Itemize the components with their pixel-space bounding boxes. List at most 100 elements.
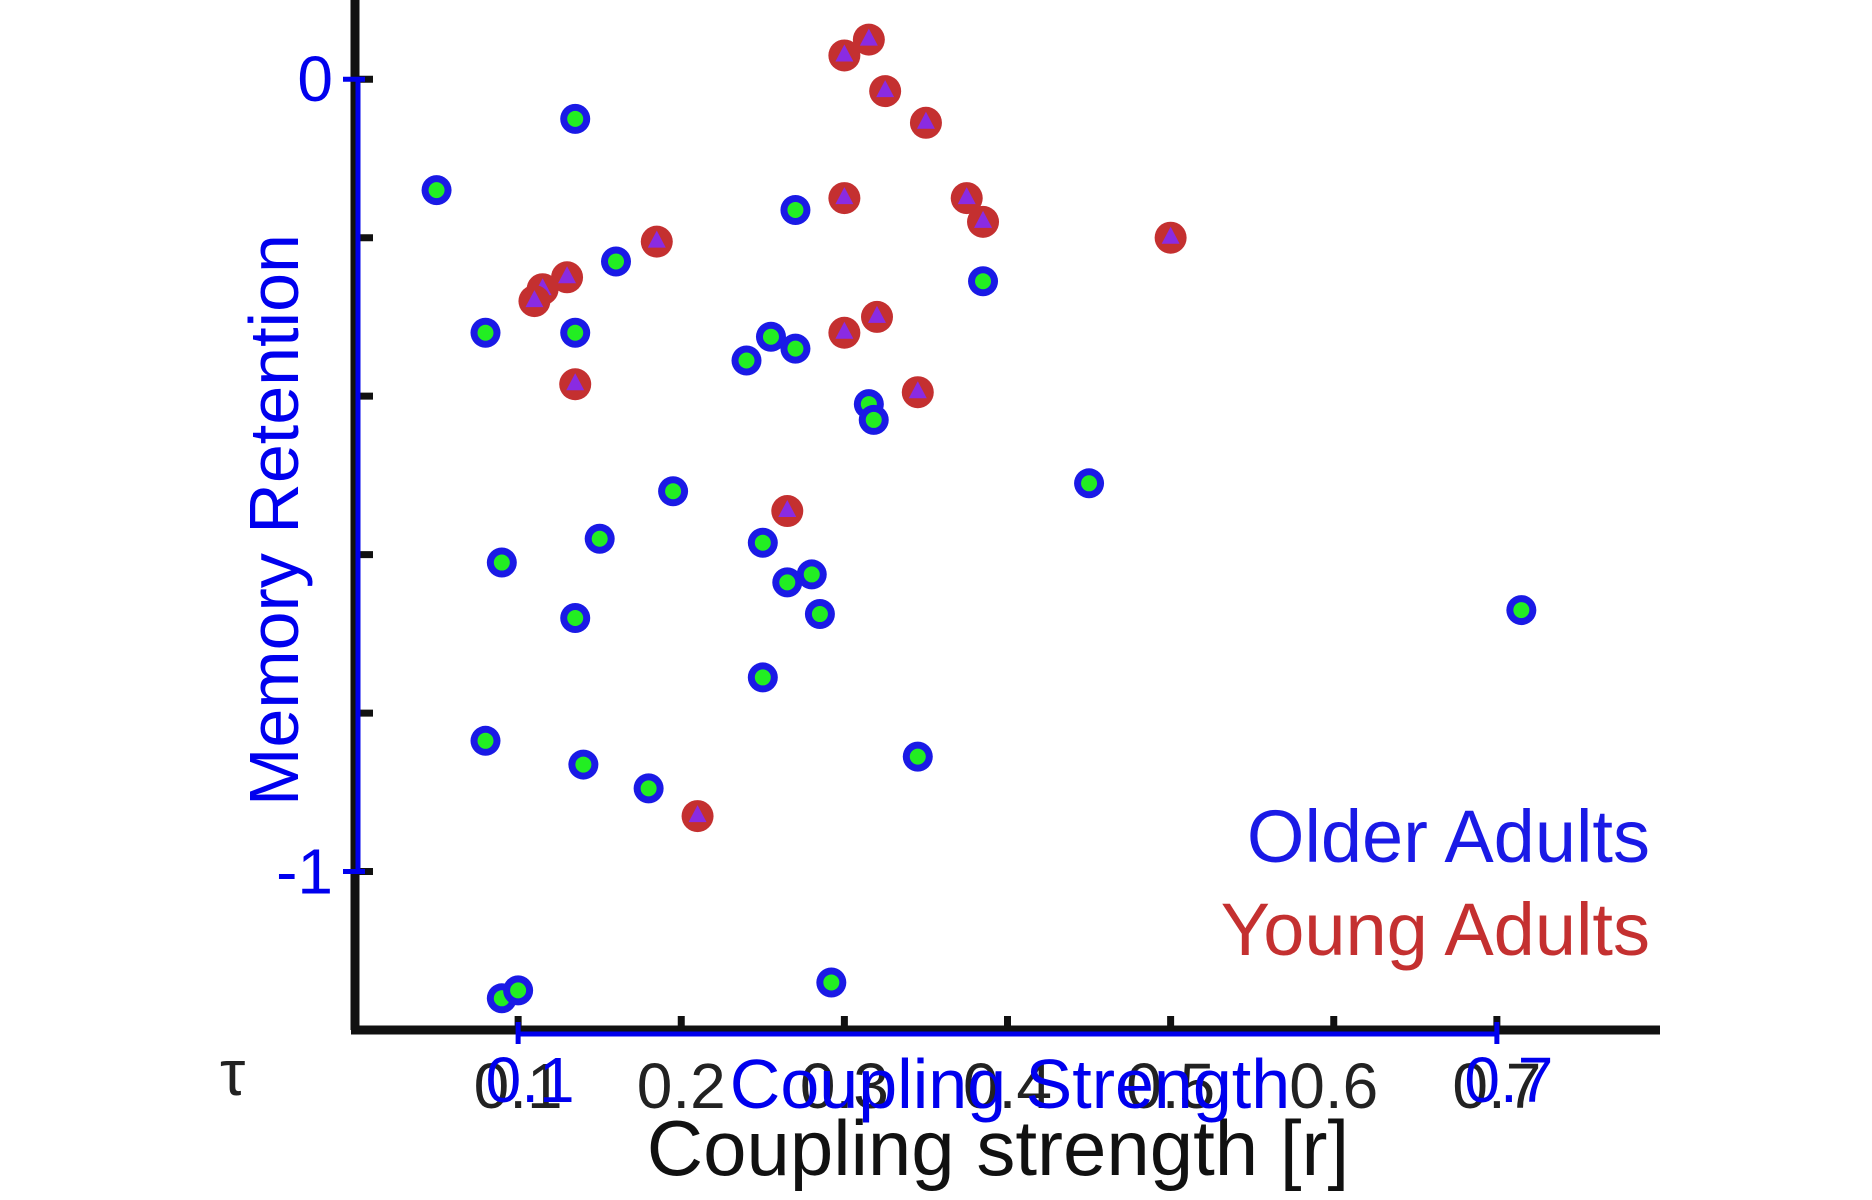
older-adult-point bbox=[601, 246, 631, 277]
older-point-dot bbox=[975, 273, 992, 290]
older-adult-point bbox=[755, 321, 786, 352]
x-tick-label: 0.5 bbox=[1126, 1050, 1215, 1122]
older-adult-point bbox=[470, 725, 501, 756]
young-point-triangle bbox=[957, 187, 976, 205]
young-adult-point bbox=[518, 285, 551, 318]
young-adult-point bbox=[640, 225, 673, 258]
x-tick-label: 0.4 bbox=[963, 1050, 1052, 1122]
older-adult-point bbox=[968, 266, 999, 297]
older-point-dot bbox=[754, 669, 771, 686]
older-adult-point bbox=[731, 345, 762, 376]
older-point-dot bbox=[738, 352, 755, 369]
young-point-triangle bbox=[876, 80, 895, 98]
x-tick-label: 0.6 bbox=[1289, 1050, 1378, 1122]
overlay-x-tick-label: 0.7 bbox=[1464, 1044, 1553, 1116]
young-point-triangle bbox=[835, 321, 854, 339]
legend-young-adults: Young Adults bbox=[1221, 888, 1650, 971]
young-point-triangle bbox=[558, 266, 577, 284]
young-adult-point bbox=[551, 261, 584, 294]
older-point-dot bbox=[823, 974, 840, 991]
older-point-dot bbox=[865, 411, 882, 428]
older-adult-point bbox=[486, 547, 517, 578]
older-point-dot bbox=[567, 110, 584, 127]
young-adult-point bbox=[901, 376, 934, 409]
young-point-triangle bbox=[916, 111, 935, 129]
young-adult-point bbox=[559, 368, 592, 401]
older-point-dot bbox=[779, 574, 796, 591]
older-adult-point bbox=[1506, 595, 1537, 626]
young-point-triangle bbox=[835, 187, 854, 205]
young-adult-point bbox=[909, 106, 942, 139]
older-point-dot bbox=[575, 756, 592, 773]
older-point-dot bbox=[1081, 475, 1098, 492]
older-adult-point bbox=[816, 967, 847, 998]
older-adult-point bbox=[560, 603, 591, 633]
young-point-triangle bbox=[908, 381, 927, 399]
older-adult-point bbox=[780, 333, 811, 364]
older-point-dot bbox=[803, 566, 820, 583]
axis-overlay: 0.1 0.7 0 -1 bbox=[276, 43, 1553, 1116]
young-adult-point bbox=[852, 23, 885, 56]
older-adult-point bbox=[470, 317, 501, 348]
older-point-dot bbox=[665, 483, 682, 500]
legend-older-adults: Older Adults bbox=[1247, 795, 1650, 878]
older-point-dot bbox=[787, 340, 804, 357]
older-point-dot bbox=[477, 324, 494, 341]
young-point-triangle bbox=[1161, 226, 1180, 244]
older-point-dot bbox=[909, 748, 926, 765]
older-point-dot bbox=[608, 253, 624, 270]
x-axis-title: Coupling strength [r] bbox=[647, 1104, 1349, 1192]
young-point-triangle bbox=[525, 290, 544, 308]
young-adult-point bbox=[771, 495, 804, 528]
older-adult-point bbox=[747, 527, 778, 558]
x-tick-label: 0.1 bbox=[474, 1050, 563, 1122]
young-point-triangle bbox=[647, 230, 666, 248]
older-point-dot bbox=[591, 530, 608, 547]
older-point-dot bbox=[493, 554, 510, 571]
axes: 0.1 0.2 0.3 0.4 0.5 0.6 0.7 bbox=[350, 0, 1660, 1122]
older-adult-point bbox=[772, 567, 803, 598]
x-tick-label: 0.3 bbox=[800, 1050, 889, 1122]
older-point-dot bbox=[640, 780, 657, 797]
young-adult-point bbox=[967, 205, 1000, 238]
older-adult-point bbox=[780, 194, 811, 225]
overlay-y-tick-label: 0 bbox=[297, 43, 333, 115]
overlay-y-axis-title: Memory Retention bbox=[235, 234, 313, 806]
older-point-dot bbox=[567, 324, 584, 341]
young-adult-point bbox=[828, 39, 861, 72]
older-adult-point bbox=[747, 662, 778, 693]
data-points bbox=[421, 23, 1537, 1014]
young-adult-point bbox=[828, 182, 861, 215]
young-point-triangle bbox=[688, 805, 707, 823]
older-adult-point bbox=[858, 404, 889, 435]
overlay-x-axis-title: Coupling Strength bbox=[730, 1045, 1290, 1123]
young-point-triangle bbox=[835, 44, 854, 62]
young-adult-point bbox=[1154, 221, 1187, 254]
older-adult-point bbox=[560, 317, 591, 348]
overlay-y-tick-label: -1 bbox=[276, 836, 333, 908]
older-point-dot bbox=[762, 328, 779, 345]
young-adult-point bbox=[828, 316, 861, 349]
older-point-dot bbox=[567, 610, 584, 626]
older-adult-point bbox=[1074, 468, 1105, 499]
young-adult-point bbox=[869, 75, 902, 108]
older-adult-point bbox=[584, 523, 615, 554]
older-adult-point bbox=[560, 103, 591, 134]
young-point-triangle bbox=[778, 500, 797, 518]
x-tick-label: 0.2 bbox=[637, 1050, 726, 1122]
young-point-triangle bbox=[566, 373, 585, 391]
older-adult-point bbox=[421, 175, 452, 206]
young-point-triangle bbox=[974, 210, 993, 228]
older-adult-point bbox=[503, 975, 534, 1006]
young-adult-point bbox=[950, 182, 983, 215]
young-adult-point bbox=[681, 800, 714, 833]
older-point-dot bbox=[754, 534, 771, 551]
older-point-dot bbox=[477, 732, 494, 749]
older-adult-point bbox=[804, 599, 835, 630]
young-adult-point bbox=[861, 300, 893, 333]
older-point-dot bbox=[811, 606, 828, 623]
corner-label: τ bbox=[220, 1037, 245, 1109]
older-point-dot bbox=[787, 201, 804, 218]
young-point-triangle bbox=[868, 305, 886, 323]
older-adult-point bbox=[902, 741, 933, 772]
